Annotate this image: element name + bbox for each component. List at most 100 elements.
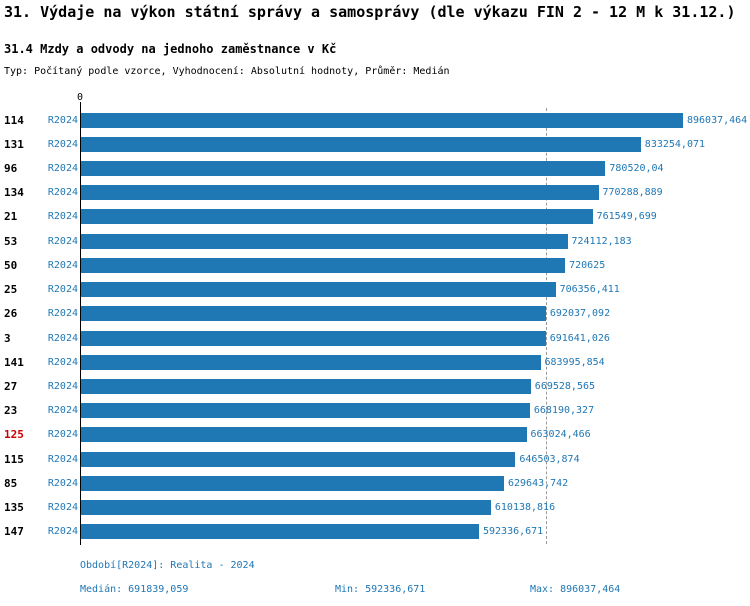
bar xyxy=(81,379,531,395)
value-label: 663024,466 xyxy=(530,429,591,441)
series-label: R2024 xyxy=(47,138,78,150)
category-label: 114 xyxy=(4,113,24,127)
series-label: R2024 xyxy=(47,163,78,175)
bar-row: 134 R2024 770288,889 xyxy=(0,181,750,205)
series-label: R2024 xyxy=(47,429,78,441)
bar xyxy=(81,427,527,443)
value-label: 668190,327 xyxy=(533,405,595,417)
bar-row: 141 R2024 683995,854 xyxy=(0,350,750,374)
category-label: 147 xyxy=(4,525,24,539)
period-label: Období[R2024]: Realita - 2024 xyxy=(80,560,255,571)
bar-row: 21 R2024 761549,699 xyxy=(0,205,750,229)
bar-row: 135 R2024 610138,816 xyxy=(0,496,750,520)
bar xyxy=(81,282,556,298)
value-label: 629643,742 xyxy=(508,477,569,489)
value-label: 683995,854 xyxy=(544,356,605,368)
category-label: 21 xyxy=(4,210,18,224)
bar xyxy=(81,524,479,540)
bar xyxy=(81,451,516,467)
bar-row: 53 R2024 724112,183 xyxy=(0,229,750,253)
category-label: 125 xyxy=(4,428,24,442)
value-label: 669528,565 xyxy=(534,381,596,393)
bar-row: 25 R2024 706356,411 xyxy=(0,278,750,302)
bar-row: 50 R2024 720625 xyxy=(0,253,750,277)
bar-row: 125 R2024 663024,466 xyxy=(0,423,750,447)
bar xyxy=(81,475,504,491)
value-label: 691641,026 xyxy=(549,332,610,344)
value-label: 896037,464 xyxy=(687,114,748,126)
bar-row: 3 R2024 691641,026 xyxy=(0,326,750,350)
series-label: R2024 xyxy=(47,114,78,126)
max-stat-label: Max: 896037,464 xyxy=(530,584,621,595)
value-label: 692037,092 xyxy=(549,308,611,320)
bar-row: 27 R2024 669528,565 xyxy=(0,374,750,398)
category-label: 26 xyxy=(4,307,18,321)
bar xyxy=(81,257,566,273)
series-label: R2024 xyxy=(47,477,78,489)
bar xyxy=(81,233,568,249)
chart-footer-stats: Medián: 691839,059 Min: 592336,671 Max: … xyxy=(0,584,750,598)
value-label: 610138,816 xyxy=(494,502,556,514)
y-axis-line xyxy=(80,102,81,545)
series-label: R2024 xyxy=(47,284,78,296)
bar xyxy=(81,403,530,419)
value-label: 592336,671 xyxy=(483,526,544,538)
min-stat-label: Min: 592336,671 xyxy=(335,584,426,595)
series-label: R2024 xyxy=(47,381,78,393)
bar xyxy=(81,185,599,201)
category-label: 141 xyxy=(4,355,24,369)
value-label: 646503,874 xyxy=(519,453,580,465)
bar xyxy=(81,112,683,128)
x-axis-zero-label: 0 xyxy=(77,92,84,103)
median-line xyxy=(545,108,547,544)
category-label: 27 xyxy=(4,380,18,394)
bar xyxy=(81,306,546,322)
bar xyxy=(81,209,593,225)
bar xyxy=(81,354,541,370)
series-label: R2024 xyxy=(47,211,78,223)
value-label: 780520,04 xyxy=(609,163,664,175)
value-label: 706356,411 xyxy=(559,284,620,296)
bar-chart: 114 R2024 896037,464 131 R2024 833254,071 96 R2… xyxy=(0,108,750,544)
bar-row: 147 R2024 592336,671 xyxy=(0,520,750,544)
category-label: 3 xyxy=(4,331,11,345)
category-label: 53 xyxy=(4,234,18,248)
page-title: 31. Výdaje na výkon státní správy a samo… xyxy=(4,3,736,21)
bar-row: 85 R2024 629643,742 xyxy=(0,471,750,495)
category-label: 134 xyxy=(4,186,24,200)
bar-row: 23 R2024 668190,327 xyxy=(0,399,750,423)
series-label: R2024 xyxy=(47,332,78,344)
category-label: 23 xyxy=(4,404,18,418)
category-label: 131 xyxy=(4,137,24,151)
series-label: R2024 xyxy=(47,308,78,320)
bar xyxy=(81,161,606,177)
bar-row: 115 R2024 646503,874 xyxy=(0,447,750,471)
category-label: 25 xyxy=(4,283,18,297)
series-label: R2024 xyxy=(47,187,78,199)
bar-row: 26 R2024 692037,092 xyxy=(0,302,750,326)
bar-row: 131 R2024 833254,071 xyxy=(0,132,750,156)
value-label: 833254,071 xyxy=(644,138,706,150)
category-label: 96 xyxy=(4,162,18,176)
category-label: 135 xyxy=(4,501,24,515)
chart-meta-line: Typ: Počítaný podle vzorce, Vyhodnocení:… xyxy=(4,66,450,77)
bar xyxy=(81,330,546,346)
chart-subtitle: 31.4 Mzdy a odvody na jednoho zaměstnanc… xyxy=(4,42,337,56)
series-label: R2024 xyxy=(47,356,78,368)
category-label: 115 xyxy=(4,452,24,466)
value-label: 761549,699 xyxy=(596,211,657,223)
bar xyxy=(81,136,641,152)
series-label: R2024 xyxy=(47,502,78,514)
value-label: 770288,889 xyxy=(602,187,663,199)
value-label: 724112,183 xyxy=(571,235,632,247)
bar-row: 96 R2024 780520,04 xyxy=(0,156,750,180)
bar-row: 114 R2024 896037,464 xyxy=(0,108,750,132)
series-label: R2024 xyxy=(47,453,78,465)
category-label: 85 xyxy=(4,476,18,490)
series-label: R2024 xyxy=(47,405,78,417)
value-label: 720625 xyxy=(569,259,606,271)
series-label: R2024 xyxy=(47,526,78,538)
series-label: R2024 xyxy=(47,259,78,271)
category-label: 50 xyxy=(4,258,18,272)
